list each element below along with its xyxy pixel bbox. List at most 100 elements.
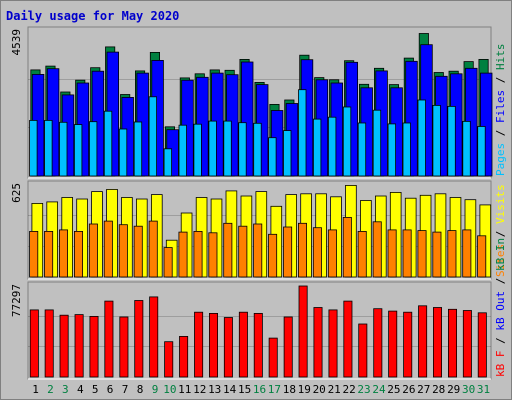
visits-sites-legend-part: Visits (494, 184, 507, 224)
bar-pages-day-16 (253, 122, 262, 177)
bar-kb-f-day-31 (477, 312, 487, 378)
bar-sites-day-3 (59, 229, 69, 278)
day-label: 15 (238, 383, 251, 396)
bar-pages-day-21 (327, 116, 337, 177)
bar-kb-f-day-2 (44, 309, 54, 378)
bar-sites-day-25 (387, 229, 397, 278)
day-label: 24 (372, 383, 386, 396)
hits-files-pages-legend-part: / (494, 70, 507, 90)
day-label: 12 (193, 383, 206, 396)
bar-kb-f-day-16 (253, 312, 263, 378)
bar-pages-day-2 (44, 120, 53, 177)
bar-kb-f-day-21 (328, 309, 338, 378)
bar-kb-f-day-10 (164, 341, 174, 378)
bar-pages-day-10 (163, 148, 173, 177)
bar-kb-f-day-15 (238, 311, 248, 378)
bar-sites-day-14 (223, 222, 233, 278)
bar-kb-f-day-9 (149, 296, 159, 378)
hits-files-pages-legend: Pages / Files / Hits (494, 44, 507, 177)
bar-sites-day-2 (44, 230, 54, 278)
bar-pages-day-29 (447, 106, 456, 177)
bar-kb-f-day-25 (388, 310, 398, 378)
chart-title: Daily usage for May 2020 (6, 9, 179, 23)
hits-files-pages-legend-part: Hits (494, 44, 507, 71)
bar-sites-day-5 (88, 223, 98, 278)
bar-pages-day-6 (103, 110, 113, 177)
hits-files-pages-legend-part: Files (494, 90, 507, 123)
bar-sites-day-20 (312, 227, 322, 278)
day-label: 16 (253, 383, 266, 396)
bar-sites-day-1 (29, 230, 39, 278)
bar-sites-day-31 (477, 235, 487, 278)
bar-pages-day-7 (118, 128, 128, 177)
bar-pages-day-5 (89, 121, 98, 177)
day-label: 5 (92, 383, 99, 396)
hits-files-pages-max-label: 4539 (10, 29, 23, 56)
bar-kb-f-day-27 (418, 305, 428, 378)
series-sites (29, 216, 487, 278)
bar-pages-day-18 (283, 130, 292, 177)
kbytes-legend-part: kB In (494, 238, 507, 271)
bar-sites-day-11 (178, 231, 188, 278)
day-label: 20 (313, 383, 326, 396)
day-label: 21 (328, 383, 341, 396)
hits-files-pages-legend-part: / (494, 123, 507, 143)
bar-pages-day-31 (477, 126, 486, 177)
chart-panels: 4539 Pages / Files / Hits 625 Sites / Visit… (10, 26, 507, 380)
bar-sites-day-9 (148, 220, 158, 278)
bar-pages-day-14 (223, 120, 232, 177)
bar-sites-day-15 (238, 225, 248, 278)
bar-kb-f-day-23 (358, 323, 368, 378)
bar-sites-day-16 (253, 223, 263, 278)
kbytes-panel: 77297 kB F / kB Out / kB In (10, 238, 507, 380)
bar-pages-day-11 (178, 124, 187, 177)
bar-kb-f-day-1 (29, 309, 39, 378)
bar-pages-day-30 (462, 121, 471, 177)
day-label: 3 (62, 383, 69, 396)
kbytes-legend-part: kB F (494, 351, 507, 378)
bar-sites-day-18 (283, 226, 293, 278)
bar-pages-day-24 (372, 109, 382, 177)
bar-pages-day-25 (387, 123, 397, 177)
day-label: 14 (223, 383, 237, 396)
bar-files-day-26 (405, 60, 418, 177)
bar-pages-day-13 (208, 120, 217, 177)
bar-pages-day-4 (74, 124, 83, 177)
day-label: 2 (47, 383, 54, 396)
bar-pages-day-19 (298, 89, 307, 177)
kbytes-max-label: 77297 (10, 284, 23, 317)
bar-sites-day-23 (357, 230, 367, 278)
bar-sites-day-24 (372, 221, 382, 278)
day-label: 28 (432, 383, 445, 396)
bar-kb-f-day-28 (432, 307, 442, 378)
bar-kb-f-day-11 (179, 335, 189, 378)
bar-sites-day-29 (447, 230, 457, 278)
bar-kb-f-day-18 (283, 316, 293, 378)
visits-sites-legend-part: Sites (494, 244, 507, 277)
bar-kb-f-day-20 (313, 307, 323, 378)
bar-kb-f-day-8 (134, 300, 144, 378)
hits-files-pages-legend-part: Pages (494, 143, 507, 176)
series-kb-f (29, 285, 487, 378)
day-label: 17 (268, 383, 281, 396)
visits-sites-legend: Sites / Visits (494, 184, 507, 277)
day-label: 1 (32, 383, 39, 396)
bar-kb-f-day-19 (298, 285, 308, 378)
bar-sites-day-30 (462, 229, 472, 278)
bar-kb-f-day-13 (208, 312, 218, 378)
bar-sites-day-7 (118, 224, 128, 278)
kbytes-legend-part: kB Out (494, 291, 507, 331)
bar-kb-f-day-7 (119, 316, 129, 378)
bar-sites-day-19 (297, 222, 307, 278)
bar-pages-day-12 (193, 123, 202, 177)
bar-pages-day-27 (417, 99, 426, 177)
visits-sites-legend-part: / (494, 224, 507, 244)
bar-sites-day-12 (193, 230, 203, 278)
visits-sites-max-label: 625 (10, 183, 23, 203)
day-label: 8 (137, 383, 144, 396)
bar-sites-day-13 (208, 232, 218, 278)
day-label: 7 (122, 383, 129, 396)
kbytes-legend: kB F / kB Out / kB In (494, 238, 507, 377)
day-axis-labels: 1 2 3 4 5 6 7 8 9 10 11 12 13 14 15 16 17 18 19 20 21 22 23 24 2… (32, 383, 490, 396)
